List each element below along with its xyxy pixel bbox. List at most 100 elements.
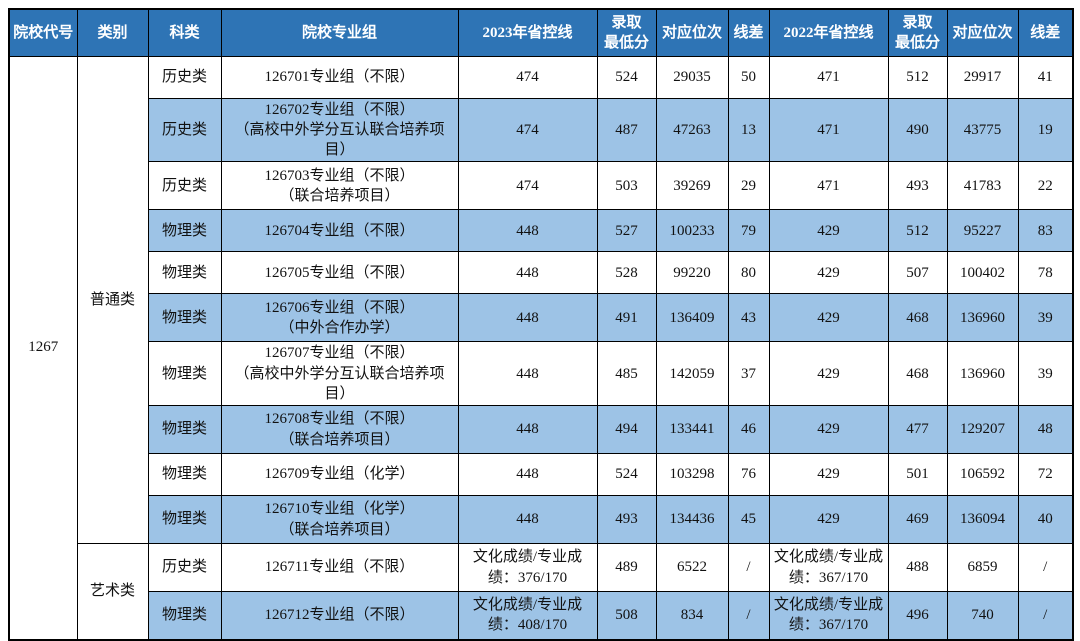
min-score-2022-cell: 488 (887, 543, 948, 592)
line-diff-2022-cell: 72 (1017, 453, 1074, 496)
subject-type-cell: 历史类 (147, 55, 222, 99)
rank-2023-cell: 136409 (655, 293, 729, 343)
header-control-line-2023: 2023年省控线 (457, 8, 598, 57)
category-cell: 普通类 (76, 55, 149, 544)
category-cell: 艺术类 (76, 543, 149, 640)
control-line-2023-cell: 448 (457, 405, 598, 454)
line-diff-2022-cell: 48 (1017, 405, 1074, 454)
control-line-2022-cell: 429 (768, 453, 889, 496)
table-row: 1267 普通类 历史类 126701专业组（不限） 474 524 29035 50 471 5… (8, 55, 1074, 640)
line-diff-2022-cell: 83 (1017, 209, 1074, 253)
line-diff-2023-cell: 37 (727, 341, 770, 406)
page: 院校代号 类别 科类 院校专业组 2023年省控线 录取 最低分 对应位次 线差… (8, 8, 1074, 641)
major-group-cell: 126709专业组（化学） (220, 453, 459, 496)
rank-2023-cell: 834 (655, 591, 729, 640)
min-score-2022-cell: 469 (887, 495, 948, 544)
subject-type-cell: 物理类 (147, 591, 222, 640)
line-diff-2022-cell: 39 (1017, 341, 1074, 406)
rank-2022-cell: 41783 (946, 161, 1019, 211)
min-score-2022-cell: 512 (887, 55, 948, 99)
control-line-2023-cell: 448 (457, 293, 598, 343)
subject-type-cell: 物理类 (147, 341, 222, 406)
major-group-cell: 126703专业组（不限） （联合培养项目） (220, 161, 459, 211)
rank-2023-cell: 47263 (655, 97, 729, 163)
min-score-2022-cell: 468 (887, 341, 948, 406)
min-score-2023-cell: 528 (596, 251, 657, 295)
header-line-diff-2022: 线差 (1017, 8, 1074, 57)
control-line-2023-cell: 文化成绩/专业成 绩：408/170 (457, 591, 598, 640)
control-line-2023-cell: 448 (457, 495, 598, 544)
table-row: 物理类 126706专业组（不限） （中外合作办学） 448 491 136409 43 4… (9, 293, 1074, 343)
control-line-2022-cell: 471 (768, 161, 889, 211)
rank-2023-cell: 142059 (655, 341, 729, 406)
control-line-2023-cell: 文化成绩/专业成 绩：376/170 (457, 543, 598, 592)
min-score-2023-cell: 485 (596, 341, 657, 406)
min-score-2023-cell: 491 (596, 293, 657, 343)
subject-type-cell: 历史类 (147, 161, 222, 211)
rank-2023-cell: 29035 (655, 55, 729, 99)
min-score-2022-cell: 507 (887, 251, 948, 295)
control-line-2022-cell: 471 (768, 97, 889, 163)
line-diff-2023-cell: 80 (727, 251, 770, 295)
major-group-cell: 126710专业组（化学） （联合培养项目） (220, 495, 459, 544)
min-score-2023-cell: 527 (596, 209, 657, 253)
subject-type-cell: 物理类 (147, 251, 222, 295)
major-group-cell: 126705专业组（不限） (220, 251, 459, 295)
control-line-2022-cell: 文化成绩/专业成 绩：367/170 (768, 543, 889, 592)
control-line-2023-cell: 448 (457, 209, 598, 253)
major-group-cell: 126707专业组（不限） （高校中外学分互认联合培养项目） (220, 341, 459, 406)
line-diff-2022-cell: / (1017, 591, 1074, 640)
control-line-2022-cell: 429 (768, 293, 889, 343)
min-score-2022-cell: 512 (887, 209, 948, 253)
major-group-cell: 126704专业组（不限） (220, 209, 459, 253)
control-line-2023-cell: 448 (457, 453, 598, 496)
control-line-2022-cell: 429 (768, 405, 889, 454)
header-min-score-2022: 录取 最低分 (887, 8, 948, 57)
rank-2022-cell: 129207 (946, 405, 1019, 454)
rank-2022-cell: 43775 (946, 97, 1019, 163)
header-min-score-2023: 录取 最低分 (596, 8, 657, 57)
line-diff-2022-cell: 41 (1017, 55, 1074, 99)
line-diff-2023-cell: 13 (727, 97, 770, 163)
rank-2023-cell: 103298 (655, 453, 729, 496)
control-line-2022-cell: 429 (768, 341, 889, 406)
table-row: 物理类 126710专业组（化学） （联合培养项目） 448 493 134436 45 4… (9, 495, 1074, 544)
header-rank-2023: 对应位次 (655, 8, 729, 57)
control-line-2022-cell: 429 (768, 209, 889, 253)
control-line-2023-cell: 474 (457, 161, 598, 211)
major-group-cell: 126711专业组（不限） (220, 543, 459, 592)
min-score-2023-cell: 524 (596, 453, 657, 496)
line-diff-2023-cell: 45 (727, 495, 770, 544)
header-line-diff-2023: 线差 (727, 8, 770, 57)
table-body: 1267 普通类 历史类 126701专业组（不限） 474 524 29035 50 471 5… (8, 55, 1074, 640)
min-score-2022-cell: 496 (887, 591, 948, 640)
header-category: 类别 (76, 8, 149, 57)
table-row: 物理类 126712专业组（不限） 文化成绩/专业成 绩：408/170 508 834… (9, 591, 1074, 640)
line-diff-2022-cell: 40 (1017, 495, 1074, 544)
rank-2023-cell: 100233 (655, 209, 729, 253)
table-row: 物理类 126704专业组（不限） 448 527 100233 79 429 512 9522… (9, 209, 1074, 253)
line-diff-2022-cell: 39 (1017, 293, 1074, 343)
rank-2023-cell: 134436 (655, 495, 729, 544)
subject-type-cell: 物理类 (147, 405, 222, 454)
min-score-2022-cell: 490 (887, 97, 948, 163)
subject-type-cell: 历史类 (147, 97, 222, 163)
table-row: 物理类 126705专业组（不限） 448 528 99220 80 429 507 10040… (9, 251, 1074, 295)
rank-2023-cell: 99220 (655, 251, 729, 295)
rank-2023-cell: 6522 (655, 543, 729, 592)
min-score-2023-cell: 489 (596, 543, 657, 592)
subject-type-cell: 物理类 (147, 293, 222, 343)
line-diff-2023-cell: 43 (727, 293, 770, 343)
header-college-code: 院校代号 (8, 8, 78, 57)
subject-type-cell: 物理类 (147, 209, 222, 253)
major-group-cell: 126712专业组（不限） (220, 591, 459, 640)
line-diff-2023-cell: 46 (727, 405, 770, 454)
rank-2023-cell: 39269 (655, 161, 729, 211)
subject-type-cell: 历史类 (147, 543, 222, 592)
rank-2022-cell: 6859 (946, 543, 1019, 592)
min-score-2023-cell: 487 (596, 97, 657, 163)
rank-2023-cell: 133441 (655, 405, 729, 454)
rank-2022-cell: 29917 (946, 55, 1019, 99)
table-row: 物理类 126709专业组（化学） 448 524 103298 76 429 501 1065… (9, 453, 1074, 496)
min-score-2022-cell: 477 (887, 405, 948, 454)
